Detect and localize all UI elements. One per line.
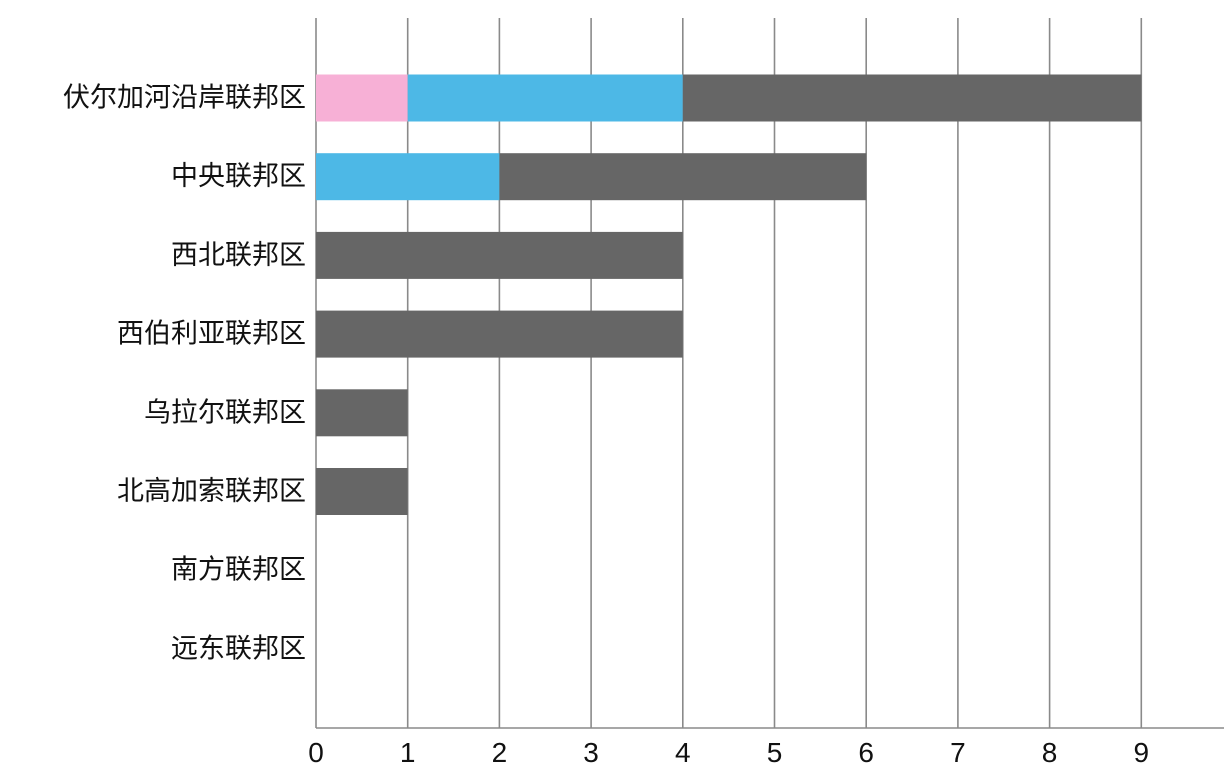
category-label: 伏尔加河沿岸联邦区: [63, 83, 306, 114]
x-tick-label: 3: [583, 737, 599, 765]
x-tick-label: 5: [767, 737, 783, 765]
category-label: 乌拉尔联邦区: [144, 397, 306, 428]
x-tick-label: 6: [858, 737, 874, 765]
category-labels: 伏尔加河沿岸联邦区中央联邦区西北联邦区西伯利亚联邦区乌拉尔联邦区北高加索联邦区南…: [63, 83, 306, 665]
bar-segment-2-2: [316, 231, 683, 279]
bar-segment-0-2: [682, 74, 1142, 122]
x-tick-label: 0: [308, 737, 324, 765]
bar-segment-4-2: [316, 389, 408, 437]
bar-segment-3-2: [316, 310, 683, 358]
x-tick-label: 2: [492, 737, 508, 765]
category-label: 中央联邦区: [171, 161, 306, 192]
bar-segment-0-1: [407, 74, 683, 122]
bar-segment-0-0: [316, 74, 408, 122]
category-label: 远东联邦区: [171, 633, 306, 664]
x-tick-label: 1: [400, 737, 416, 765]
category-label: 西伯利亚联邦区: [117, 319, 306, 350]
category-label: 西北联邦区: [171, 240, 306, 271]
bar-segment-5-2: [316, 468, 408, 515]
bar-segment-1-2: [499, 153, 867, 201]
x-tick-label: 4: [675, 737, 691, 765]
x-tick-labels: 0 1 2 3 4 5 6 7 8 9: [308, 737, 1149, 765]
category-label: 北高加索联邦区: [117, 476, 306, 507]
x-tick-label: 8: [1042, 737, 1058, 765]
x-tick-label: 7: [950, 737, 966, 765]
x-tick-label: 9: [1134, 737, 1150, 765]
bar-segment-1-1: [316, 153, 500, 201]
category-label: 南方联邦区: [171, 555, 306, 586]
bars: [316, 74, 1142, 515]
grid-lines: [315, 18, 1224, 729]
